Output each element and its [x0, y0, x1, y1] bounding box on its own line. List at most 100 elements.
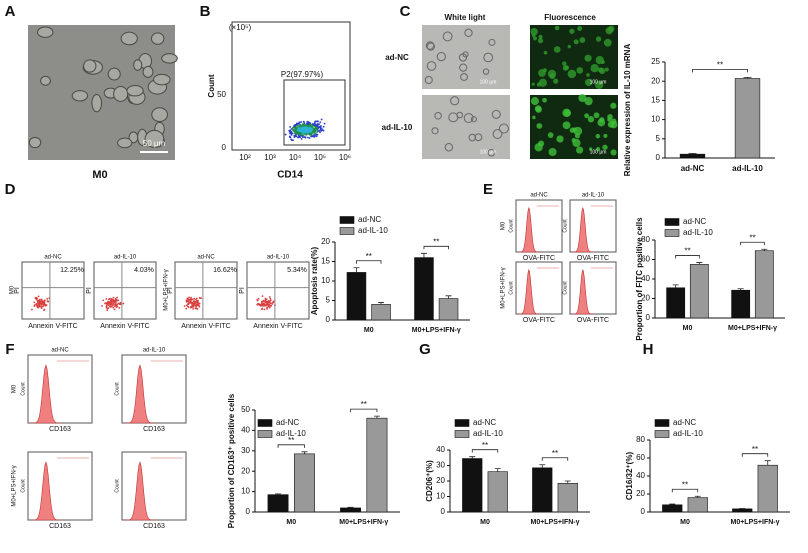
significance-label: **	[749, 233, 755, 242]
panel-letter: A	[5, 3, 16, 20]
event-dot	[308, 133, 311, 135]
y-axis-label: Proportion of CD163⁺ positive cells	[227, 393, 236, 528]
fluorescent-cell	[603, 133, 608, 138]
event-dot	[313, 135, 316, 138]
event-dot	[38, 302, 41, 305]
fluorescent-cell	[562, 61, 567, 66]
legend-swatch	[654, 419, 670, 427]
event-dot	[289, 126, 292, 128]
event-dot	[294, 130, 297, 133]
event-dot	[187, 306, 190, 309]
event-dot	[290, 138, 293, 141]
fluorescent-cell	[574, 133, 580, 139]
bar	[414, 257, 434, 321]
cell	[458, 53, 468, 62]
bar	[687, 497, 708, 513]
event-dot	[43, 302, 45, 305]
fluorescent-cell	[586, 73, 590, 77]
panel-letter: C	[400, 3, 411, 20]
fluorescent-cell	[530, 27, 538, 36]
cell	[487, 149, 496, 157]
significance-label: **	[361, 400, 367, 409]
y-axis-label: PI	[239, 287, 246, 294]
event-dot	[266, 301, 268, 304]
cell	[474, 133, 483, 142]
event-dot	[194, 307, 197, 310]
significance-label: **	[752, 445, 758, 454]
cell	[468, 133, 477, 142]
x-axis-label: Annexin V-FITC	[28, 323, 77, 330]
y-axis-label: PI	[167, 287, 174, 294]
event-dot	[43, 308, 46, 311]
event-dot	[297, 127, 300, 130]
cell	[482, 68, 490, 75]
x-tick-label: ad-IL-10	[732, 164, 763, 173]
legend-label: ad-IL-10	[673, 429, 703, 438]
cell	[434, 112, 442, 120]
fluorescent-cell	[595, 147, 601, 152]
x-tick-label: M0	[364, 327, 374, 334]
bar	[666, 287, 686, 319]
x-axis-label: Annexin V-FITC	[181, 323, 230, 330]
error-bar	[539, 464, 546, 468]
cell	[426, 61, 437, 71]
bar	[340, 507, 362, 513]
event-dot	[36, 299, 39, 302]
y-axis-label: Relative expression of IL-10 mRNA	[623, 44, 632, 177]
row-label: ad-IL-10	[382, 123, 413, 132]
fluorescent-cell	[538, 140, 545, 147]
legend-swatch	[454, 430, 470, 438]
bar	[734, 78, 761, 159]
event-dot	[40, 298, 43, 301]
event-dot	[109, 302, 112, 305]
significance-bracket	[350, 408, 378, 413]
event-dot	[293, 134, 296, 137]
row-label: M0+LPS+IFN-γ	[12, 465, 18, 506]
event-dot	[43, 300, 46, 302]
event-dot	[106, 309, 109, 311]
fluorescent-cell	[599, 67, 606, 75]
percent-label: 12.25%	[60, 267, 84, 274]
event-dot	[308, 124, 311, 127]
event-dot	[269, 302, 272, 304]
event-dot	[313, 124, 316, 126]
fluorescent-cell	[584, 113, 590, 119]
legend-label: ad-NC	[673, 418, 696, 427]
event-dot	[110, 300, 112, 302]
cell	[424, 75, 433, 85]
cell	[431, 127, 439, 135]
event-dot	[101, 305, 103, 307]
event-dot	[319, 121, 322, 124]
event-dot	[272, 301, 275, 303]
fluorescent-cell	[537, 38, 544, 44]
error-bar	[445, 295, 452, 299]
event-dot	[295, 135, 298, 138]
plot-frame	[93, 261, 157, 320]
event-dot	[296, 124, 299, 127]
event-dot	[112, 300, 115, 303]
event-dot	[300, 127, 303, 129]
fluorescent-cell	[595, 133, 601, 139]
error-bar	[420, 252, 427, 258]
event-dot	[305, 127, 308, 130]
fluorescent-cell	[584, 78, 593, 87]
bar	[346, 272, 367, 321]
significance-label: **	[552, 449, 558, 458]
event-dot	[193, 301, 196, 304]
event-dot	[263, 308, 266, 311]
event-dot	[115, 306, 118, 309]
cell	[126, 85, 144, 97]
error-bar	[301, 451, 308, 454]
event-dot	[269, 297, 272, 300]
event-dot	[118, 306, 121, 309]
event-dot	[295, 127, 298, 129]
event-dot	[196, 304, 199, 306]
fluorescent-cell	[599, 117, 605, 123]
event-dot	[313, 130, 316, 133]
error-bar	[373, 415, 380, 419]
event-dot	[322, 125, 325, 128]
significance-bracket	[423, 245, 449, 250]
event-dot	[191, 304, 194, 307]
x-tick-label: M0	[480, 519, 490, 526]
event-dot	[37, 295, 40, 298]
